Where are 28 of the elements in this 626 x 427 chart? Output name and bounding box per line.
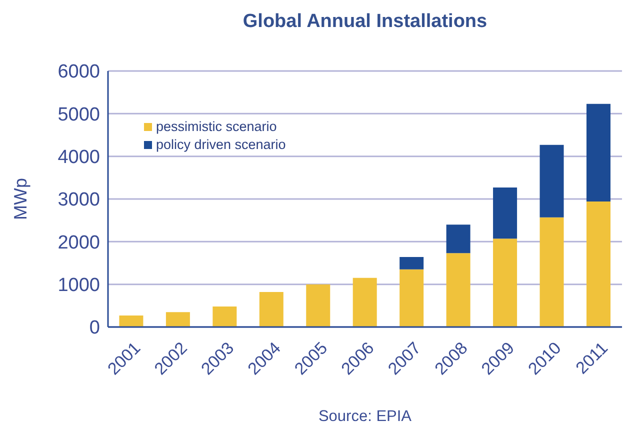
source-note: Source: EPIA [317,408,413,426]
y-tick-label: 4000 [58,147,100,168]
bar [259,292,284,327]
bar [306,284,330,327]
bar [446,224,470,254]
y-tick-label: 3000 [58,190,100,211]
bar [586,202,610,327]
y-tick-label: 0 [89,318,100,339]
bar [493,187,518,239]
y-tick-label: 5000 [58,104,100,126]
bar [166,312,190,327]
chart-title: Global Annual Installations [242,11,488,33]
bar [400,269,424,327]
y-tick-label: 1000 [58,275,100,296]
y-axis-title: MWp [10,178,30,220]
bar [493,238,518,327]
bar [540,144,564,218]
y-tick-label: 6000 [58,62,100,83]
legend-label: pessimistic scenario [156,119,277,134]
bar [586,104,610,202]
bar [400,257,424,270]
bar [212,306,237,327]
bar [119,315,144,327]
y-tick-label: 2000 [58,232,100,254]
legend-label: policy driven scenario [156,137,286,152]
bar [446,253,470,327]
bar [352,278,377,327]
bar [540,217,564,327]
